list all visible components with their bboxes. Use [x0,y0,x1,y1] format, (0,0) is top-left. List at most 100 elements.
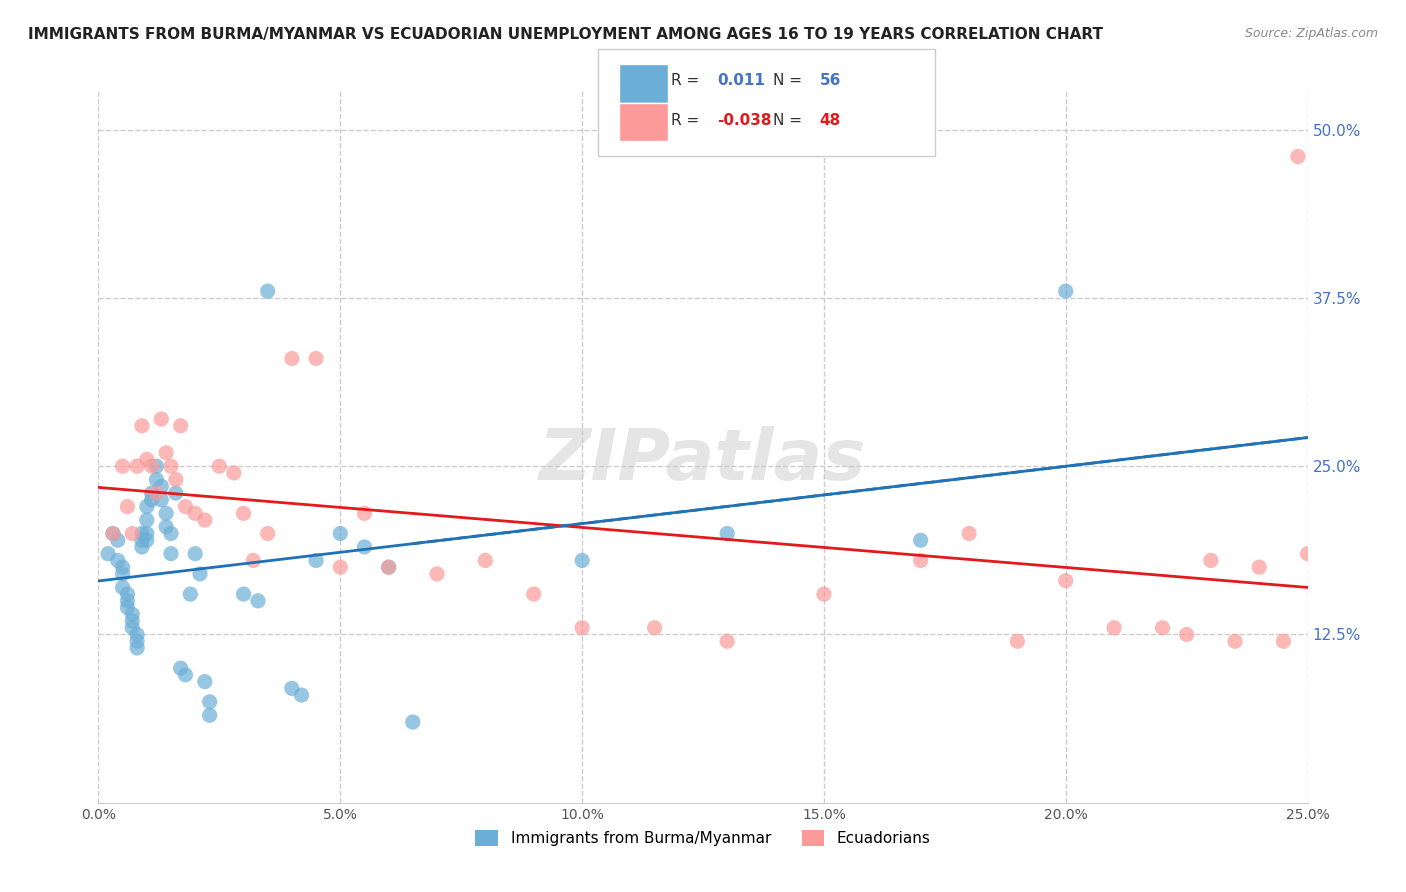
Point [402,714,425,729]
Point [194,513,217,527]
Point [1054,574,1077,588]
Point [160,459,183,474]
Point [1306,574,1329,588]
Text: 56: 56 [820,73,841,87]
Point [290,688,312,702]
Point [155,446,177,460]
Point [145,473,167,487]
Point [247,594,270,608]
Point [281,681,304,696]
Point [169,661,191,675]
Text: Source: ZipAtlas.com: Source: ZipAtlas.com [1244,27,1378,40]
Point [111,459,134,474]
Point [121,526,143,541]
Point [353,540,375,554]
Point [571,621,593,635]
Point [281,351,304,366]
Point [377,560,399,574]
Point [165,486,187,500]
Point [141,486,163,500]
Point [135,526,157,541]
Point [111,560,134,574]
Point [141,492,163,507]
Point [135,452,157,467]
Point [145,459,167,474]
Point [1223,634,1246,648]
Point [222,466,245,480]
Point [232,587,254,601]
Point [188,566,211,581]
Point [644,621,666,635]
Point [1175,627,1198,641]
Point [117,500,139,514]
Point [135,513,157,527]
Point [523,587,546,601]
Point [1054,284,1077,298]
Point [957,526,980,541]
Text: R =: R = [671,73,704,87]
Legend: Immigrants from Burma/Myanmar, Ecuadorians: Immigrants from Burma/Myanmar, Ecuadoria… [470,824,936,852]
Point [1249,560,1271,574]
Point [117,594,139,608]
Point [135,533,157,548]
Point [131,418,153,433]
Text: -0.038: -0.038 [717,113,772,128]
Point [1007,634,1029,648]
Point [329,526,352,541]
Text: 48: 48 [820,113,841,128]
Text: IMMIGRANTS FROM BURMA/MYANMAR VS ECUADORIAN UNEMPLOYMENT AMONG AGES 16 TO 19 YEA: IMMIGRANTS FROM BURMA/MYANMAR VS ECUADOR… [28,27,1104,42]
Point [179,587,201,601]
Point [174,500,197,514]
Point [198,708,221,723]
Point [813,587,835,601]
Point [1152,621,1174,635]
Point [256,284,278,298]
Point [101,526,124,541]
Point [426,566,449,581]
Point [1286,149,1309,163]
Point [121,614,143,628]
Point [198,695,221,709]
Text: N =: N = [773,113,807,128]
Point [208,459,231,474]
Point [184,506,207,520]
Point [329,560,352,574]
Point [256,526,278,541]
Text: N =: N = [773,73,807,87]
Point [107,533,129,548]
Point [101,526,124,541]
Point [305,351,328,366]
Point [121,607,143,622]
Point [160,526,183,541]
Text: 0.011: 0.011 [717,73,765,87]
Point [910,533,932,548]
Point [131,533,153,548]
Point [571,553,593,567]
Point [1102,621,1125,635]
Point [111,580,134,594]
Point [165,473,187,487]
Point [127,459,149,474]
Text: R =: R = [671,113,704,128]
Point [150,492,173,507]
Point [135,500,157,514]
Point [131,540,153,554]
Point [174,668,197,682]
Point [1199,553,1222,567]
Point [127,634,149,648]
Point [127,627,149,641]
Point [121,621,143,635]
Point [353,506,375,520]
Point [305,553,328,567]
Point [716,526,738,541]
Text: ZIPatlas: ZIPatlas [540,425,866,495]
Point [141,459,163,474]
Point [160,547,183,561]
Point [1272,634,1295,648]
Point [155,506,177,520]
Point [1296,547,1319,561]
Point [150,412,173,426]
Point [97,547,120,561]
Point [169,418,191,433]
Point [117,587,139,601]
